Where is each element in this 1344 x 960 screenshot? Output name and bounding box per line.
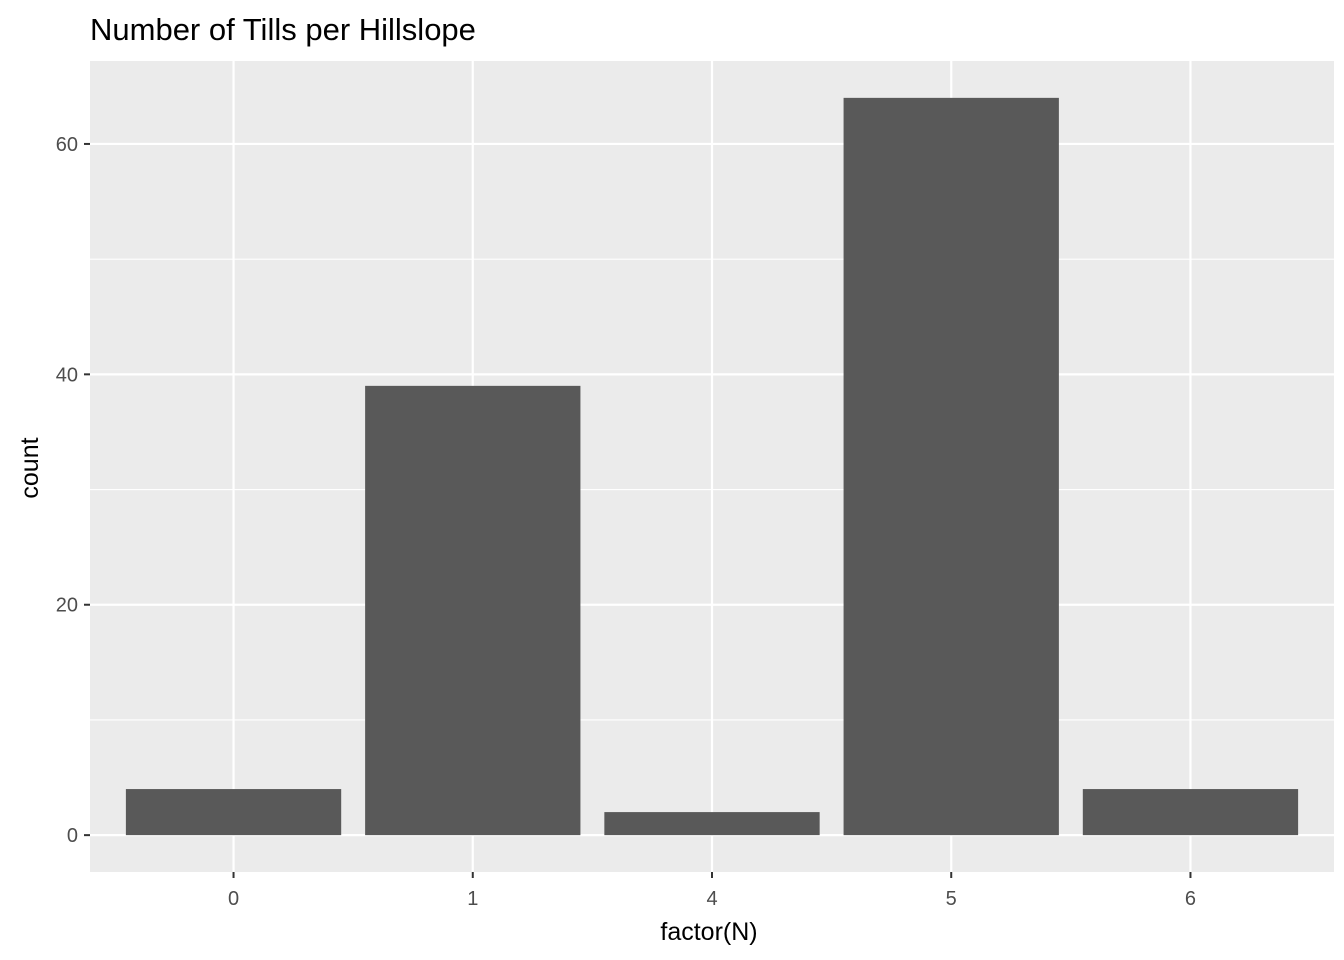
y-tick-label: 60	[56, 134, 78, 156]
y-tick-label: 40	[56, 364, 78, 386]
x-axis-title: factor(N)	[660, 918, 757, 946]
y-axis: 0 20 40 60	[56, 134, 90, 847]
bar-1	[365, 385, 581, 836]
y-axis-title: count	[16, 437, 44, 498]
chart-title: Number of Tills per Hillslope	[90, 12, 476, 47]
x-tick-label: 0	[228, 888, 239, 910]
bars	[125, 97, 1299, 836]
x-tick-label: 6	[1185, 888, 1196, 910]
x-tick-label: 5	[946, 888, 957, 910]
bar-0	[125, 789, 342, 836]
bar-6	[1082, 789, 1299, 836]
x-tick-label: 4	[706, 888, 717, 910]
x-tick-label: 1	[467, 888, 478, 910]
y-tick-label: 20	[56, 595, 78, 617]
bar-5	[843, 97, 1059, 836]
bar-4	[604, 812, 820, 836]
y-tick-label: 0	[67, 825, 78, 847]
x-axis: 0 1 4 5 6	[228, 872, 1196, 910]
